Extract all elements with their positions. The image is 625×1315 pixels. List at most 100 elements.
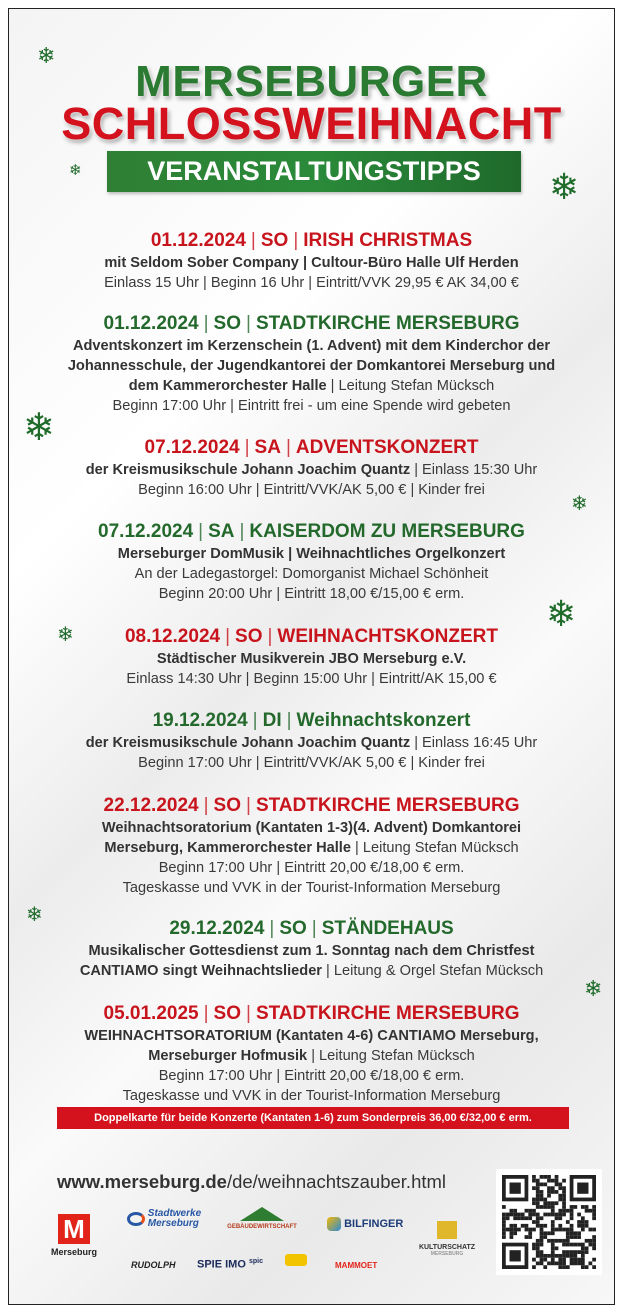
qr-module (558, 1193, 563, 1198)
url-path: /de/weihnachtszauber.html (226, 1171, 447, 1192)
qr-module (543, 1182, 548, 1187)
event-date: 07.12.2024 (98, 521, 194, 542)
qr-module (535, 1201, 540, 1206)
qr-module (554, 1216, 559, 1221)
event-detail-line: Tageskasse und VVK in der Tourist-Inform… (9, 878, 614, 898)
event-detail-line: Merseburger DomMusik | Weihnachtliches O… (9, 544, 614, 564)
qr-module (535, 1242, 540, 1247)
qr-module (569, 1250, 574, 1254)
qr-code-graphic (502, 1175, 596, 1269)
qr-module (539, 1238, 544, 1243)
qr-finder (577, 1182, 589, 1194)
event-detail-text: Johannesschule, der Jugendkantorei der D… (67, 358, 556, 374)
qr-module (554, 1178, 559, 1183)
qr-module (539, 1257, 544, 1262)
qr-module (513, 1231, 518, 1236)
qr-module (588, 1261, 593, 1266)
qr-module (532, 1175, 536, 1179)
qr-module (550, 1205, 555, 1209)
qr-module (520, 1216, 525, 1221)
logo-gebaeudewirtschaft: GEBÄUDEWIRTSCHAFT (227, 1207, 297, 1230)
qr-module (580, 1253, 585, 1258)
qr-module (558, 1223, 563, 1228)
qr-module (558, 1212, 563, 1217)
qr-module (569, 1223, 574, 1228)
qr-module (562, 1242, 566, 1247)
qr-module (562, 1201, 566, 1206)
qr-module (562, 1212, 566, 1217)
qr-module (524, 1227, 529, 1232)
qr-module (562, 1205, 566, 1209)
qr-module (517, 1212, 521, 1217)
qr-module (513, 1208, 518, 1213)
event-item: 22.12.2024 | SO | STADTKIRCHE MERSEBURG Weihn… (9, 794, 614, 898)
event-item: 07.12.2024 | SA | KAISERDOM ZU MERSEBURG Mers… (9, 520, 614, 604)
qr-module (569, 1253, 574, 1258)
qr-module (547, 1178, 551, 1183)
qr-module (580, 1242, 585, 1247)
qr-module (502, 1205, 506, 1209)
event-heading: 19.12.2024 | DI | Weihnachtskonzert (9, 709, 614, 733)
event-detail-line: Johannesschule, der Jugendkantorei der D… (9, 356, 614, 376)
qr-module (528, 1231, 533, 1236)
qr-module (562, 1257, 566, 1262)
event-detail-line: Adventskonzert im Kerzenschein (1. Adven… (9, 336, 614, 356)
qr-module (535, 1220, 540, 1224)
qr-module (569, 1205, 574, 1209)
qr-module (562, 1208, 566, 1213)
separator: | (285, 437, 291, 458)
qr-module (520, 1212, 525, 1217)
qr-module (550, 1231, 555, 1236)
qr-module (580, 1220, 585, 1224)
qr-module (588, 1238, 593, 1243)
qr-module (550, 1257, 555, 1262)
qr-module (577, 1261, 581, 1266)
event-day: SO (279, 918, 307, 939)
qr-module (528, 1227, 533, 1232)
qr-module (539, 1193, 544, 1198)
qr-module (569, 1227, 574, 1232)
qr-module (577, 1235, 581, 1239)
separator: | (203, 795, 209, 816)
website-url[interactable]: www.merseburg.de/de/weihnachtszauber.htm… (57, 1171, 446, 1193)
qr-module (573, 1242, 578, 1247)
qr-module (577, 1223, 581, 1228)
qr-module (562, 1261, 566, 1266)
qr-module (554, 1212, 559, 1217)
event-detail-text: | Leitung Stefan Mücksch (307, 1048, 475, 1064)
snowflake-icon: ❄ (57, 624, 74, 646)
qr-code-icon[interactable] (496, 1169, 602, 1275)
qr-module (580, 1205, 585, 1209)
qr-module (543, 1231, 548, 1236)
event-heading: 08.12.2024 | SO | WEIHNACHTSKONZERT (9, 625, 614, 649)
qr-module (580, 1246, 585, 1251)
event-detail-text: Musikalischer Gottesdienst zum 1. Sonnta… (88, 943, 535, 959)
qr-module (584, 1238, 589, 1243)
event-detail-text: Beginn 17:00 Uhr | Eintritt frei - um ei… (112, 398, 511, 414)
logo-stadtwerke: Stadtwerke Merseburg (127, 1209, 202, 1229)
qr-module (592, 1216, 596, 1221)
qr-module (539, 1205, 544, 1209)
qr-module (543, 1175, 548, 1179)
qr-module (573, 1257, 578, 1262)
qr-module (532, 1212, 536, 1217)
qr-module (569, 1231, 574, 1236)
event-detail-text: | Einlass 16:45 Uhr (410, 735, 538, 751)
qr-module (580, 1227, 585, 1232)
qr-module (558, 1253, 563, 1258)
event-detail-line: Beginn 17:00 Uhr | Eintritt 20,00 €/18,0… (9, 858, 614, 878)
qr-module (502, 1223, 506, 1228)
event-detail-text: Beginn 17:00 Uhr | Eintritt/VVK/AK 5,00 … (138, 755, 485, 771)
stadtwerke-swirl-icon (127, 1212, 145, 1226)
qr-module (588, 1227, 593, 1232)
qr-module (584, 1205, 589, 1209)
qr-module (532, 1242, 536, 1247)
qr-module (539, 1253, 544, 1258)
qr-module (509, 1231, 514, 1236)
event-title: STADTKIRCHE MERSEBURG (255, 313, 520, 334)
double-ticket-banner: Doppelkarte für beide Konzerte (Kantaten… (57, 1107, 569, 1129)
qr-module (524, 1216, 529, 1221)
event-detail-line: Weihnachtsoratorium (Kantaten 1-3)(4. Ad… (9, 818, 614, 838)
qr-module (562, 1178, 566, 1183)
qr-module (577, 1231, 581, 1236)
